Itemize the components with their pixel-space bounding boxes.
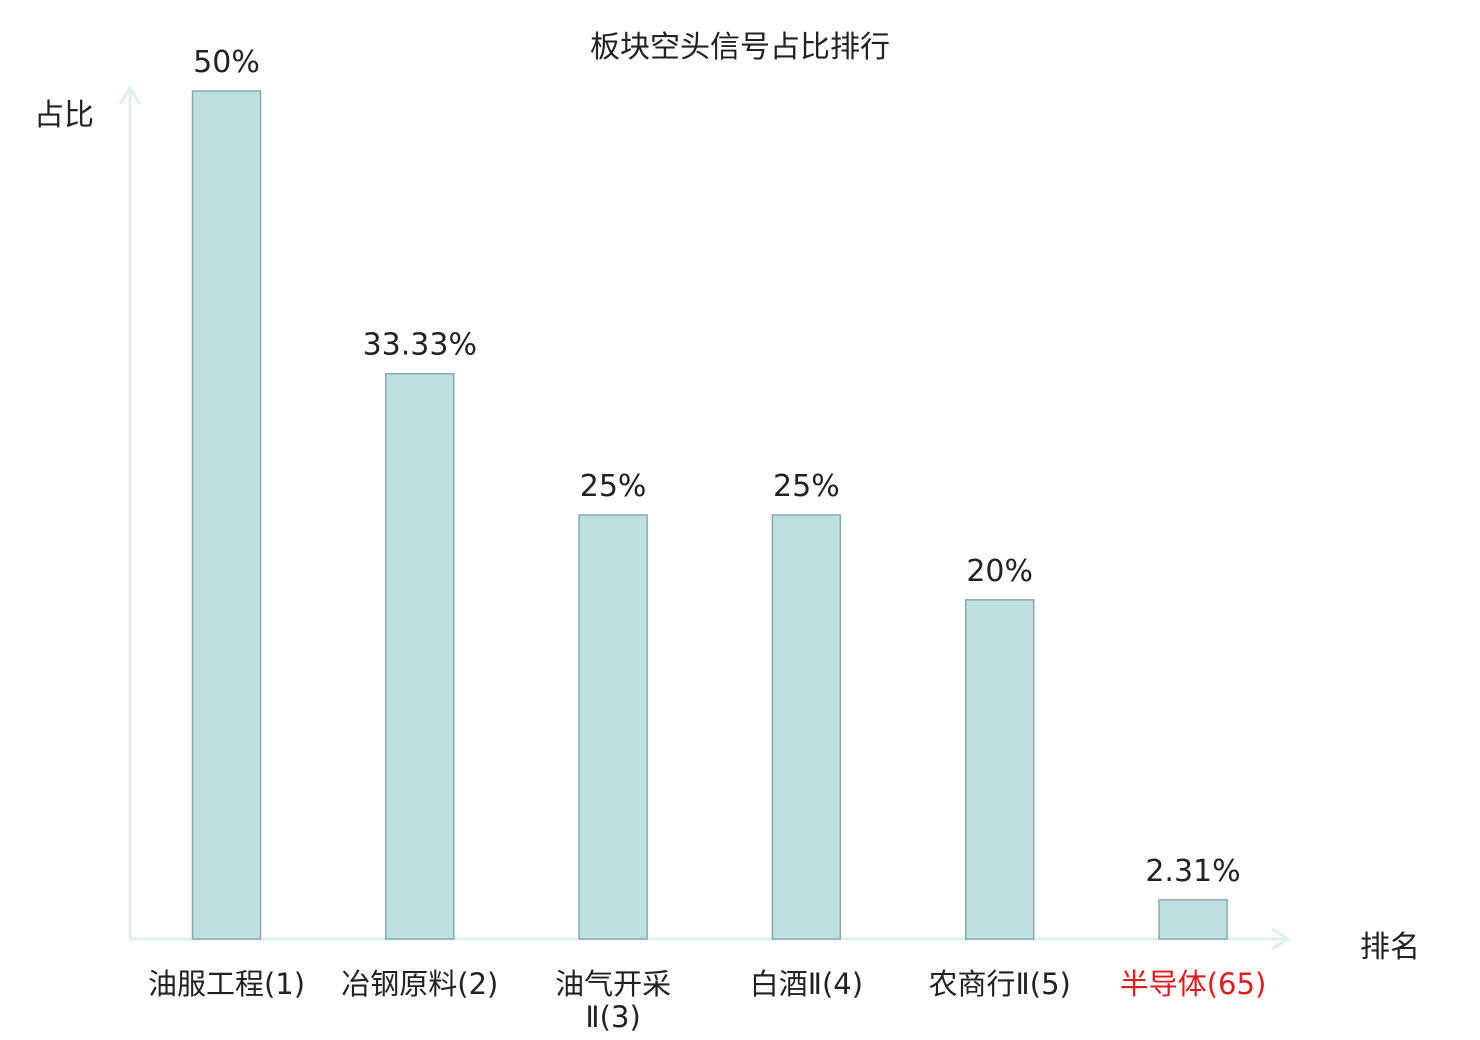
category-tick-label: 油气开采	[555, 967, 671, 1001]
bar	[385, 372, 455, 940]
bar	[1158, 899, 1228, 940]
category-tick-label: Ⅱ(3)	[585, 1000, 640, 1034]
bar-value-label: 25%	[773, 469, 840, 504]
x-axis-label: 排名	[1360, 930, 1420, 965]
category-tick-label: 冶钢原料(2)	[341, 967, 498, 1001]
value-labels: 50% 33.33% 25% 25% 20% 2.31%	[193, 45, 1241, 889]
bar-value-label: 25%	[580, 469, 647, 504]
category-tick-label: 农商行Ⅱ(5)	[929, 967, 1071, 1001]
category-tick-label: 白酒Ⅱ(4)	[750, 967, 863, 1001]
bars	[191, 90, 1228, 940]
bar	[964, 599, 1035, 940]
bar-value-label: 50%	[193, 45, 260, 80]
bar	[771, 514, 842, 940]
category-tick-label: 半导体(65)	[1120, 967, 1267, 1001]
bar-value-label: 20%	[966, 554, 1033, 589]
y-axis-label: 占比	[34, 98, 94, 133]
y-axis-arrow-icon	[118, 85, 142, 105]
bar-value-label: 33.33%	[363, 328, 477, 363]
x-axis-arrow-icon	[1271, 927, 1291, 951]
bar	[191, 90, 262, 940]
bar	[578, 514, 648, 940]
category-tick-label: 油服工程(1)	[148, 967, 305, 1001]
chart-title: 板块空头信号占比排行	[590, 30, 890, 65]
bar-value-label: 2.31%	[1145, 854, 1240, 889]
axes	[118, 85, 1291, 951]
